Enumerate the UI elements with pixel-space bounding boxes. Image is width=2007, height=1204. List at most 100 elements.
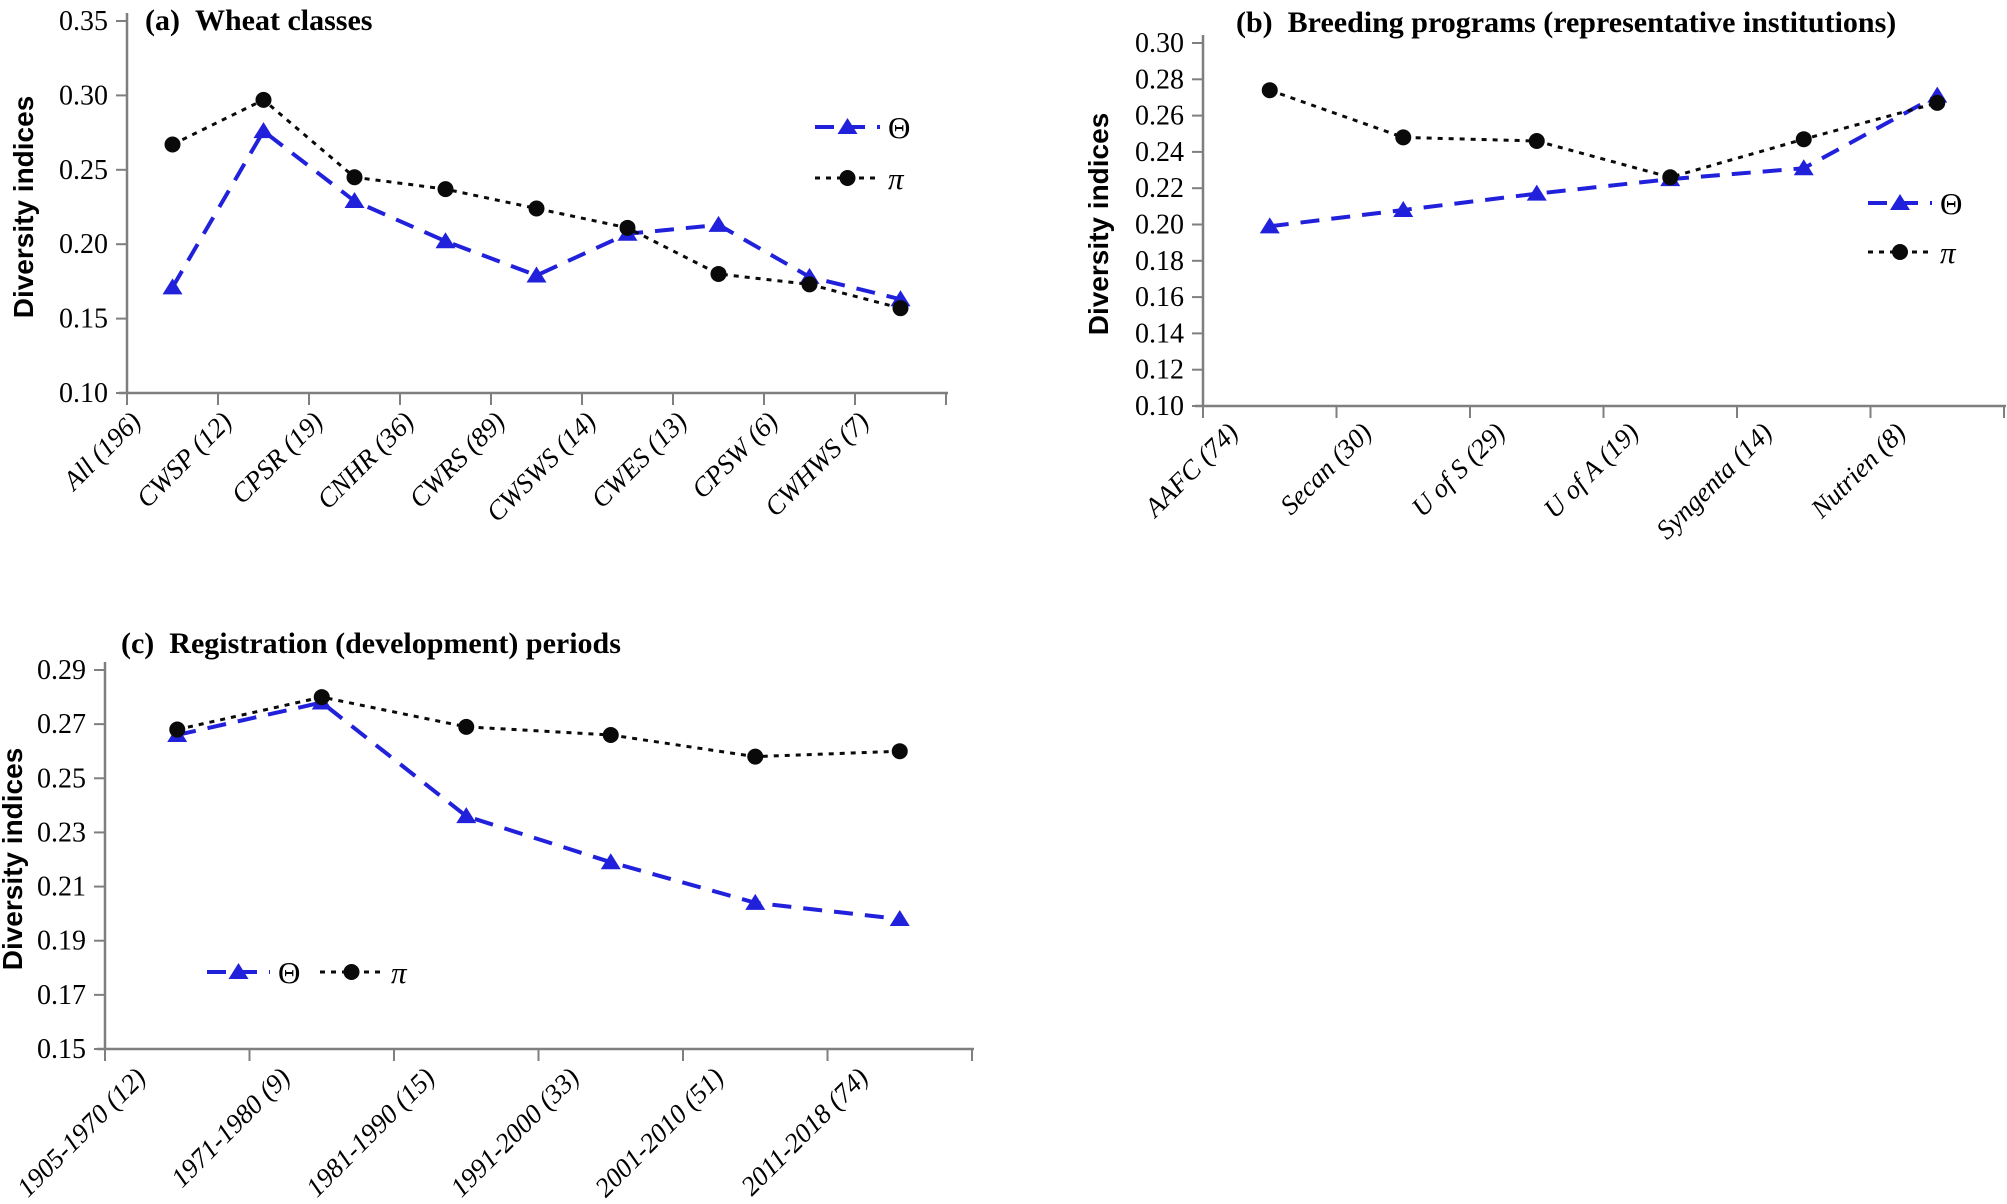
- pi-data-point-marker: [1395, 129, 1412, 146]
- pi-data-point-marker: [710, 265, 727, 282]
- chart-c-series-theta: [167, 693, 910, 927]
- chart-b-x-ticks: [1202, 406, 2005, 418]
- y-tick-label: 0.20: [1135, 210, 1184, 241]
- x-category-label: 1981-1990 (15): [300, 1062, 441, 1203]
- y-tick-label: 0.25: [37, 763, 86, 794]
- series-theta-line: [176, 700, 900, 922]
- legend-theta-label: Θ: [278, 955, 300, 990]
- theta-data-point-marker: [889, 910, 910, 927]
- pi-data-point-marker: [1261, 82, 1278, 99]
- theta-data-point-marker: [162, 278, 183, 295]
- chart-c-panel-label: (c): [121, 627, 155, 660]
- theta-data-point-marker: [600, 853, 621, 870]
- pi-data-point-marker: [164, 136, 181, 153]
- x-category-label: AAFC (74): [1137, 417, 1244, 524]
- pi-data-point-marker: [891, 743, 908, 760]
- chart-a-category-labels: All (196)CWSP (12)CPSR (19)CNHR (36)CWRS…: [56, 406, 875, 527]
- x-category-label: 1971-1980 (9): [165, 1062, 296, 1193]
- y-tick-label: 0.10: [1135, 391, 1184, 422]
- legend-theta-marker: [1890, 194, 1910, 210]
- chart-panel-c: (c) Registration (development) periods 0.…: [0, 615, 995, 1204]
- y-tick-label: 0.23: [37, 817, 86, 848]
- legend-theta-marker: [228, 963, 249, 979]
- x-category-label: Syngenta (14): [1650, 417, 1778, 545]
- chart-a-y-ticks: 0.35 0.30 0.25 0.20 0.15 0.10: [59, 6, 127, 409]
- legend-pi-marker: [1892, 244, 1908, 260]
- theta-data-point-marker: [435, 232, 456, 249]
- chart-a-y-axis-title: Diversity indices: [8, 96, 39, 319]
- theta-data-point-marker: [253, 122, 274, 139]
- y-tick-label: 0.30: [1135, 28, 1184, 59]
- y-tick-label: 0.12: [1135, 355, 1184, 386]
- chart-panel-a: (a) Wheat classes 0.35 0.30 0.25 0.20 0.15 0.1…: [0, 0, 1010, 610]
- y-tick-label: 0.21: [37, 872, 86, 903]
- x-category-label: Secan (30): [1274, 417, 1377, 520]
- pi-data-point-marker: [602, 726, 619, 743]
- x-category-label: CNHR (36): [311, 406, 420, 515]
- pi-data-point-marker: [1662, 169, 1679, 186]
- y-tick-label: 0.25: [59, 155, 108, 186]
- chart-c-category-labels: 1905-1970 (12) 1971-1980 (9) 1981-1990 (15…: [11, 1062, 874, 1203]
- x-category-label: All (196): [56, 406, 147, 497]
- theta-data-point-marker: [745, 893, 766, 910]
- legend-pi-marker: [839, 170, 856, 186]
- chart-a-legend: Θπ: [815, 110, 910, 196]
- x-category-label: U of S (29): [1405, 417, 1511, 523]
- y-tick-label: 0.16: [1135, 282, 1184, 313]
- legend-theta-label: Θ: [1940, 186, 1962, 221]
- y-tick-label: 0.20: [59, 229, 108, 260]
- x-category-label: 2001-2010 (51): [589, 1062, 730, 1203]
- pi-data-point-marker: [801, 276, 818, 293]
- legend-pi-label: π: [391, 955, 408, 990]
- y-tick-label: 0.27: [37, 709, 86, 740]
- pi-data-point-marker: [747, 748, 764, 765]
- pi-data-point-marker: [437, 181, 454, 198]
- chart-a-panel-label: (a): [145, 4, 180, 37]
- y-tick-label: 0.22: [1135, 173, 1184, 204]
- y-tick-label: 0.26: [1135, 101, 1184, 132]
- y-tick-label: 0.24: [1135, 137, 1184, 168]
- theta-data-point-marker: [1526, 184, 1547, 201]
- chart-b-legend: Θπ: [1868, 186, 1962, 270]
- pi-data-point-marker: [892, 300, 909, 317]
- y-tick-label: 0.19: [37, 926, 86, 957]
- chart-b-plot: 0.30 0.28 0.26 0.24 0.22 0.20 0.18 0.16 0.14 0.12…: [1083, 28, 2006, 545]
- x-category-label: CWSP (12): [130, 406, 237, 513]
- y-tick-label: 0.10: [59, 378, 108, 409]
- theta-data-point-marker: [526, 266, 547, 283]
- pi-data-point-marker: [1795, 131, 1812, 148]
- y-tick-label: 0.14: [1135, 318, 1184, 349]
- chart-a-x-ticks: [126, 393, 947, 405]
- y-tick-label: 0.17: [37, 980, 86, 1011]
- pi-data-point-marker: [619, 219, 636, 236]
- theta-data-point-marker: [708, 215, 729, 232]
- series-theta-line: [170, 128, 901, 302]
- pi-data-point-marker: [458, 718, 475, 735]
- theta-data-point-marker: [1393, 200, 1414, 217]
- theta-data-point-marker: [1793, 159, 1814, 176]
- chart-b-series-pi: [1261, 82, 1946, 186]
- chart-a-series-pi: [164, 91, 909, 317]
- chart-c-title-text: Registration (development) periods: [169, 627, 621, 660]
- chart-c-y-ticks: 0.29 0.27 0.25 0.23 0.21 0.19 0.17 0.15: [37, 655, 105, 1065]
- x-category-label: 1905-1970 (12): [11, 1062, 152, 1203]
- y-tick-label: 0.29: [37, 655, 86, 686]
- y-tick-label: 0.28: [1135, 64, 1184, 95]
- legend-theta-marker: [837, 118, 858, 134]
- chart-c-x-ticks: [104, 1049, 973, 1061]
- pi-data-point-marker: [169, 721, 186, 738]
- chart-b-title-text: Breeding programs (representative instit…: [1287, 6, 1897, 39]
- chart-c-y-axis-title: Diversity indices: [0, 748, 28, 971]
- chart-b-category-labels: AAFC (74) Secan (30) U of S (29) U of A (19…: [1137, 417, 1911, 545]
- legend-pi-marker: [343, 964, 360, 980]
- x-category-label: CWES (13): [585, 406, 693, 514]
- y-tick-label: 0.30: [59, 80, 108, 111]
- pi-data-point-marker: [528, 200, 545, 217]
- chart-b-y-ticks: 0.30 0.28 0.26 0.24 0.22 0.20 0.18 0.16 0.14 0.12…: [1135, 28, 1203, 422]
- y-tick-label: 0.18: [1135, 246, 1184, 277]
- pi-data-point-marker: [313, 689, 330, 706]
- theta-data-point-marker: [1259, 217, 1280, 234]
